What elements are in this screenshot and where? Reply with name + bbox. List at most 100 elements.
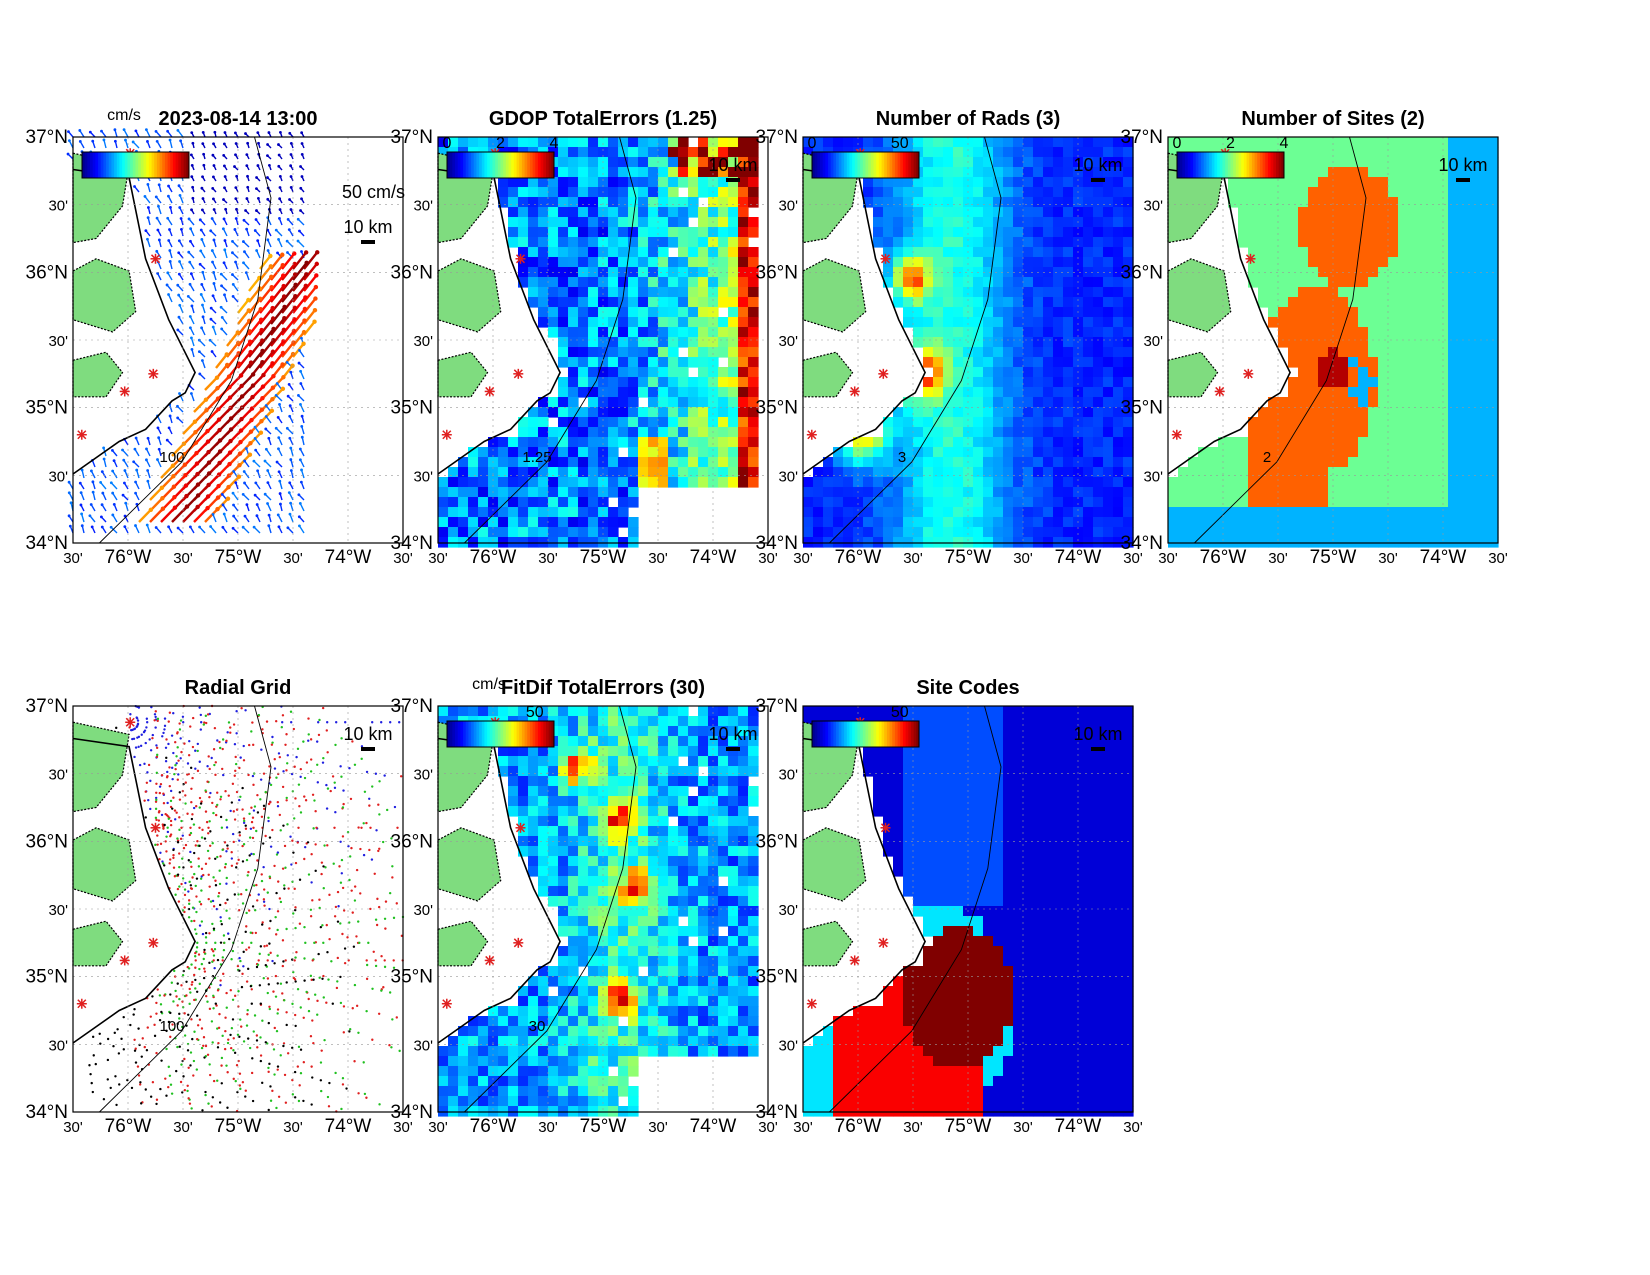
heatmap-cell <box>728 297 739 308</box>
heatmap-cell <box>1488 387 1499 398</box>
heatmap-cell <box>1358 137 1369 148</box>
heatmap-cell <box>1123 497 1134 508</box>
lon-tick-label: 76°W <box>105 547 152 568</box>
heatmap-cell <box>1428 227 1439 238</box>
heatmap-cell <box>873 537 884 548</box>
heatmap-cell <box>983 307 994 318</box>
heatmap-cell <box>1468 277 1479 288</box>
heatmap-cell <box>993 337 1004 348</box>
current-vector-head <box>232 503 235 507</box>
heatmap-cell <box>1448 407 1459 418</box>
heatmap-cell <box>728 477 739 488</box>
heatmap-cell <box>923 447 934 458</box>
heatmap-cell <box>1408 157 1419 168</box>
heatmap-cell <box>873 467 884 478</box>
heatmap-cell <box>1258 277 1269 288</box>
current-vector-head <box>219 272 223 276</box>
heatmap-cell <box>1428 317 1439 328</box>
heatmap-cell <box>1268 287 1279 298</box>
heatmap-cell <box>1368 367 1379 378</box>
heatmap-cell <box>933 487 944 498</box>
heatmap-cell <box>1288 177 1299 188</box>
current-vector <box>179 304 184 314</box>
colorbar-segment <box>828 152 832 178</box>
heatmap-cell <box>658 367 669 378</box>
colorbar-unit: cm/s <box>107 107 141 124</box>
heatmap-cell <box>863 447 874 458</box>
colorbar-segment <box>479 152 483 178</box>
heatmap-cell <box>478 487 489 498</box>
heatmap-cell <box>608 477 619 488</box>
radial-grid-point <box>199 728 203 731</box>
current-vector-head <box>146 216 150 219</box>
heatmap-cell <box>718 367 729 378</box>
heatmap-cell <box>1418 187 1429 198</box>
current-vector <box>253 460 261 468</box>
heatmap-cell <box>1053 507 1064 518</box>
heatmap-cell <box>1438 397 1449 408</box>
heatmap-cell <box>1428 307 1439 318</box>
heatmap-cell <box>748 437 759 448</box>
heatmap-cell <box>448 497 459 508</box>
current-vector-head <box>274 228 278 232</box>
heatmap-cell <box>1063 387 1074 398</box>
current-vector-head <box>282 304 287 310</box>
heatmap-cell <box>1113 177 1124 188</box>
heatmap-cell <box>933 237 944 248</box>
heatmap-cell <box>1093 477 1104 488</box>
colorbar-segment <box>481 152 485 178</box>
heatmap-cell <box>1063 217 1074 228</box>
heatmap-cell <box>628 357 639 368</box>
heatmap-cell <box>1023 517 1034 528</box>
heatmap-cell <box>1358 537 1369 548</box>
heatmap-cell <box>1023 387 1034 398</box>
heatmap-cell <box>568 197 579 208</box>
colorbar-segment <box>449 152 453 178</box>
heatmap-cell <box>578 377 589 388</box>
heatmap-cell <box>548 327 559 338</box>
colorbar-segment <box>98 152 102 178</box>
heatmap-cell <box>458 497 469 508</box>
heatmap-cell <box>1248 237 1259 248</box>
current-vector-head <box>281 273 286 278</box>
radial-grid-point <box>144 741 147 745</box>
heatmap-cell <box>1093 407 1104 418</box>
heatmap-cell <box>1448 487 1459 498</box>
heatmap-cell <box>728 397 739 408</box>
heatmap-cell <box>1103 307 1114 318</box>
heatmap-cell <box>893 447 904 458</box>
current-vector-head <box>286 251 289 254</box>
current-vector-head <box>209 317 213 321</box>
radial-grid-point <box>206 713 210 716</box>
heatmap-cell <box>1438 467 1449 478</box>
heatmap-cell <box>1043 257 1054 268</box>
heatmap-cell <box>498 527 509 538</box>
heatmap-cell <box>578 407 589 418</box>
heatmap-cell <box>903 517 914 528</box>
heatmap-cell <box>458 517 469 528</box>
heatmap-cell <box>1218 467 1229 478</box>
heatmap-cell <box>558 297 569 308</box>
heatmap-cell <box>1388 197 1399 208</box>
heatmap-cell <box>658 437 669 448</box>
heatmap-cell <box>1113 457 1124 468</box>
heatmap-cell <box>658 307 669 318</box>
heatmap-cell <box>448 487 459 498</box>
heatmap-cell <box>1093 427 1104 438</box>
colorbar-segment <box>865 152 869 178</box>
heatmap-cell <box>983 157 994 168</box>
heatmap-cell <box>963 497 974 508</box>
colorbar-segment <box>913 152 917 178</box>
heatmap-cell <box>1468 327 1479 338</box>
heatmap-cell <box>508 517 519 528</box>
heatmap-cell <box>1053 197 1064 208</box>
isobath-contour <box>99 136 272 544</box>
heatmap-cell <box>1478 287 1489 298</box>
heatmap-cell <box>1398 517 1409 528</box>
heatmap-cell <box>528 497 539 508</box>
heatmap-cell <box>538 297 549 308</box>
heatmap-cell <box>1043 137 1054 148</box>
current-vector-head <box>189 227 193 231</box>
heatmap-cell <box>1488 167 1499 178</box>
heatmap-cell <box>993 377 1004 388</box>
